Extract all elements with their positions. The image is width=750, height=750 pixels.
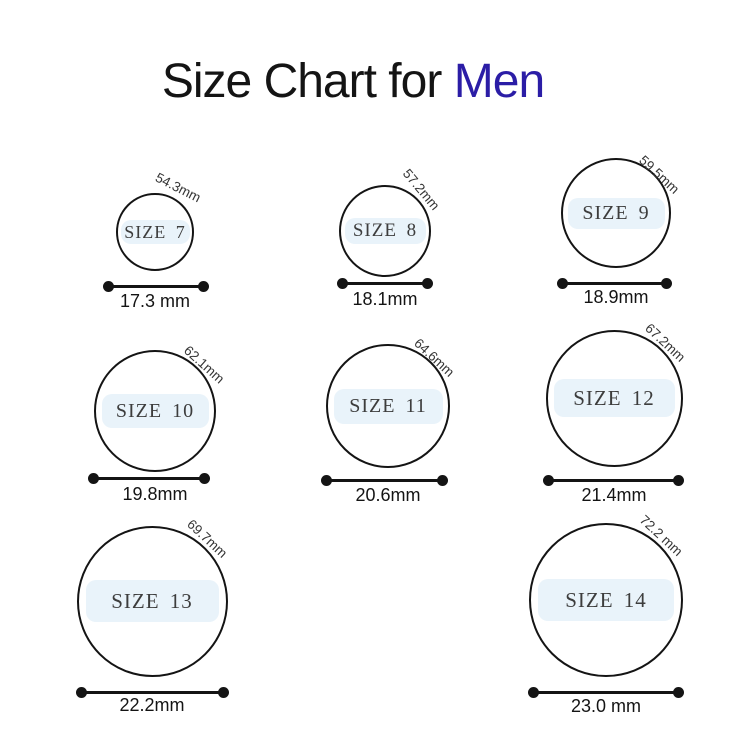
diameter-value: 18.1mm	[352, 289, 418, 309]
title-highlight: Men	[453, 55, 545, 108]
diameter-value: 18.9mm	[583, 287, 649, 307]
diameter-line	[321, 475, 448, 486]
size-label-band	[344, 218, 426, 244]
ring-circle	[339, 185, 431, 277]
line-endpoint-dot	[76, 687, 87, 698]
line-endpoint-dot	[103, 281, 114, 292]
ring-circle	[76, 525, 228, 677]
size-label-band	[101, 394, 209, 428]
line-endpoint-dot	[673, 475, 684, 486]
ring-circle	[529, 523, 683, 677]
diameter-line	[88, 473, 210, 484]
line-endpoint-dot	[661, 278, 672, 289]
ring-circle	[116, 193, 194, 271]
circumference-label: 69.7mm	[184, 516, 231, 561]
size-label: SIZE 7	[124, 222, 186, 242]
page-title: Size Chart for Men	[0, 54, 706, 109]
ring-circle	[94, 350, 216, 472]
size-label: SIZE 10	[115, 400, 195, 422]
size-label-band	[120, 220, 190, 244]
size-label-band	[333, 388, 443, 424]
line-endpoint-dot	[543, 475, 554, 486]
diameter-value: 22.2mm	[119, 695, 185, 715]
diameter-value: 21.4mm	[581, 485, 647, 505]
line-endpoint-dot	[321, 475, 332, 486]
diameter-line	[543, 475, 684, 486]
size-label-band	[553, 379, 675, 417]
diameter-line	[528, 687, 684, 698]
size-label-band	[567, 197, 665, 229]
diameter-line	[337, 278, 433, 289]
size-label: SIZE 9	[582, 202, 650, 224]
ring-circle	[326, 344, 450, 468]
diameter-line	[103, 281, 209, 292]
line-endpoint-dot	[199, 473, 210, 484]
circumference-label: 54.3mm	[152, 169, 204, 206]
size-label: SIZE 11	[349, 395, 427, 417]
circumference-label: 62.1mm	[181, 342, 228, 387]
size-label: SIZE 13	[111, 589, 193, 613]
line-endpoint-dot	[437, 475, 448, 486]
size-label: SIZE 8	[352, 220, 418, 241]
circumference-label: 67.2mm	[642, 320, 689, 365]
circumference-label: 57.2mm	[399, 166, 443, 214]
diameter-value: 17.3 mm	[119, 291, 191, 311]
diameter-value: 23.0 mm	[570, 696, 642, 716]
circumference-label: 72.2 mm	[636, 512, 686, 559]
diameter-line	[76, 687, 229, 698]
circumference-label: 59.5mm	[636, 152, 683, 197]
line-endpoint-dot	[557, 278, 568, 289]
line-endpoint-dot	[528, 687, 539, 698]
line-endpoint-dot	[673, 687, 684, 698]
ring-circle	[545, 329, 683, 467]
circumference-label: 64.6mm	[411, 335, 458, 380]
line-endpoint-dot	[337, 278, 348, 289]
size-label: SIZE 12	[573, 386, 655, 410]
line-endpoint-dot	[88, 473, 99, 484]
ring-circle	[561, 158, 671, 268]
line-endpoint-dot	[198, 281, 209, 292]
diameter-value: 19.8mm	[122, 484, 188, 504]
size-label-band	[85, 580, 219, 622]
line-endpoint-dot	[218, 687, 229, 698]
diameter-value: 20.6mm	[355, 485, 421, 505]
size-label-band	[538, 579, 674, 621]
line-endpoint-dot	[422, 278, 433, 289]
title-prefix: Size Chart for	[161, 55, 442, 108]
size-label: SIZE 14	[565, 588, 647, 612]
diameter-line	[557, 278, 672, 289]
